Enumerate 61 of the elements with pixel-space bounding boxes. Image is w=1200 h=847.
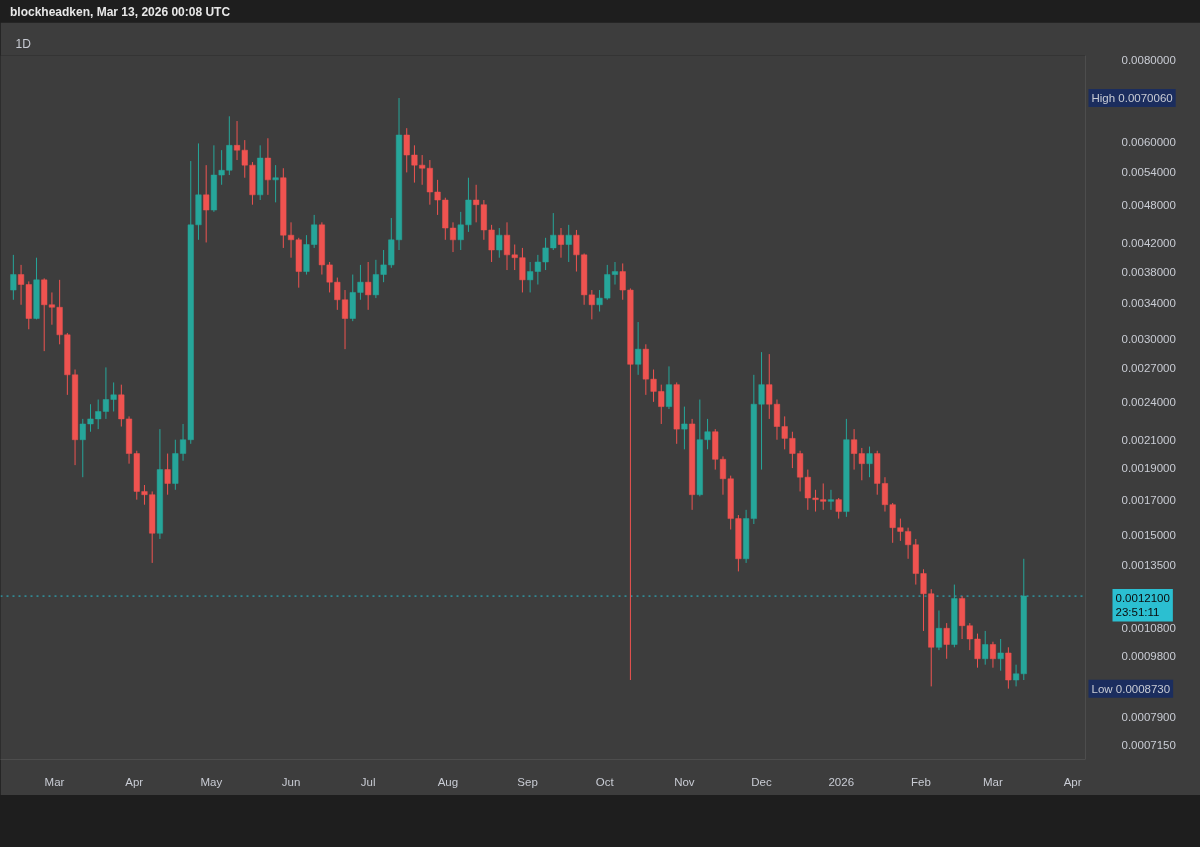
ref-line-label: 0.0012100 23:51:11 [1115, 592, 1170, 619]
y-tick-label: 0.0060000 [1121, 136, 1176, 148]
y-tick-label: 0.0013500 [1121, 559, 1176, 572]
x-tick-label: Feb [911, 775, 931, 788]
candlestick [665, 365, 673, 410]
x-tick-label: Mar [983, 775, 1004, 788]
x-tick-label: Apr [1063, 775, 1082, 788]
candlestick [982, 630, 989, 666]
x-tick-label: Aug [437, 775, 459, 788]
y-tick-label: 0.0015000 [1121, 529, 1176, 542]
y-tick-label: 0.0034000 [1121, 297, 1176, 310]
y-tick-label: 0.0024000 [1121, 395, 1176, 408]
y-tick-label: 0.0017000 [1121, 493, 1176, 506]
x-tick-label: 2026 [828, 775, 855, 788]
x-tick-label: Jun [281, 775, 301, 788]
candlestick [681, 406, 688, 450]
y-tick-label: 0.0009800 [1121, 649, 1176, 662]
y-tick-label: 0.0030000 [1121, 332, 1176, 345]
text: High 0.0070060 [1091, 92, 1173, 105]
candlestick [719, 455, 726, 496]
candlestick [288, 221, 295, 259]
candlestick [827, 489, 834, 511]
candlestick [365, 261, 372, 311]
candlestick [164, 453, 171, 496]
candlestick [496, 227, 503, 259]
text: Low 0.0008730 [1091, 682, 1171, 695]
candlestick [557, 227, 565, 259]
y-tick-label: 0.0048000 [1121, 199, 1176, 212]
candlestick [935, 609, 942, 651]
x-tick-label: May [200, 775, 223, 788]
y-tick-label: 0.0054000 [1121, 165, 1176, 178]
y-tick-label: 0.0027000 [1121, 362, 1176, 375]
x-tick-label: Dec [751, 775, 773, 788]
text: blockheadken, Mar 13, 2026 00:08 UTC [9, 4, 232, 21]
x-tick-label: Sep [517, 775, 538, 788]
candlestick [835, 497, 842, 520]
chart-title: 1D [15, 36, 32, 51]
candlestick [766, 353, 773, 420]
candlestick [272, 164, 279, 203]
y-tick-label: 0.0038000 [1121, 265, 1176, 278]
candlestick [203, 164, 210, 243]
y-tick-label: 0.0042000 [1121, 237, 1176, 250]
candlestick [989, 641, 996, 669]
y-tick-label: 0.0007150 [1121, 739, 1176, 752]
y-tick-label: 0.0080000 [1121, 54, 1176, 67]
x-tick-label: Jul [360, 775, 376, 788]
y-tick-label: 0.0019000 [1121, 462, 1176, 475]
y-tick-label: 0.0010800 [1121, 622, 1176, 635]
y-tick-label: 0.0007900 [1121, 710, 1176, 723]
x-tick-label: Oct [595, 775, 615, 788]
candlestick [997, 638, 1004, 672]
candlestick [264, 137, 271, 196]
candlestick [943, 622, 950, 660]
x-tick-label: Nov [674, 775, 695, 788]
candlestick [866, 446, 873, 478]
candlestick [635, 321, 642, 376]
x-tick-label: Apr [125, 775, 144, 788]
x-tick-label: Mar [44, 775, 65, 788]
y-tick-label: 0.0021000 [1121, 433, 1176, 446]
candlestick [10, 254, 17, 301]
candlestick [565, 224, 572, 263]
